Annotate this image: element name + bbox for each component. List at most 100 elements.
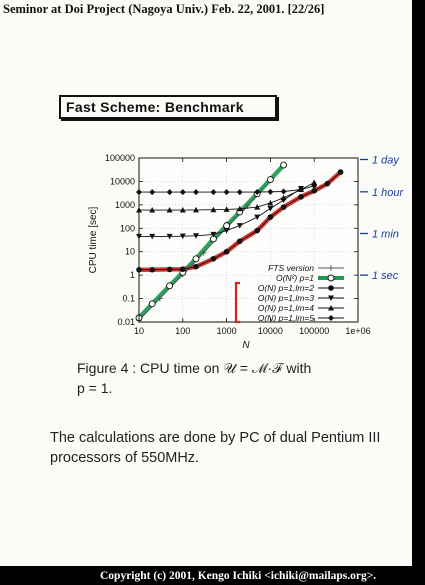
data-point xyxy=(223,222,231,230)
series-6 xyxy=(136,182,318,196)
data-point xyxy=(149,189,156,196)
legend-label: O(N²) p=1 xyxy=(276,273,314,283)
data-point xyxy=(254,204,261,210)
caption-line-1: Figure 4 : CPU time on 𝒰 = ℳ·ℱ with xyxy=(77,360,312,376)
data-point xyxy=(148,300,156,308)
data-point xyxy=(166,207,173,213)
data-point xyxy=(267,205,274,212)
data-point xyxy=(210,206,217,213)
data-point xyxy=(280,204,287,210)
slide-page: Seminor at Doi Project (Nagoya Univ.) Fe… xyxy=(0,0,412,566)
data-point xyxy=(328,265,334,271)
x-tick-label: 1e+06 xyxy=(345,326,370,336)
y-tick-label: 0.1 xyxy=(122,294,135,304)
data-point xyxy=(236,189,243,196)
series-3 xyxy=(136,169,344,273)
data-point xyxy=(223,248,230,255)
data-point xyxy=(266,176,274,184)
y-tick-label: 1000 xyxy=(115,200,135,210)
annotation-label: 1 day xyxy=(372,154,400,166)
legend-label: O(N) p=1,lm=3 xyxy=(258,293,314,303)
data-point xyxy=(166,282,174,290)
data-point xyxy=(210,189,217,196)
data-point xyxy=(328,285,334,291)
data-point xyxy=(149,266,155,273)
data-point xyxy=(328,295,334,301)
y-tick-label: 10 xyxy=(125,247,135,257)
data-point xyxy=(149,233,156,240)
data-point xyxy=(166,189,173,196)
slide-header: Seminor at Doi Project (Nagoya Univ.) Fe… xyxy=(3,2,325,16)
data-point xyxy=(166,233,173,240)
data-point xyxy=(267,200,274,206)
data-point xyxy=(311,179,318,186)
data-point xyxy=(267,214,274,220)
data-point xyxy=(311,182,318,189)
plot-frame xyxy=(138,157,359,323)
slide-title: Fast Scheme: Benchmark xyxy=(59,95,277,119)
x-tick-label: 1000 xyxy=(217,326,237,336)
figure-caption: Figure 4 : CPU time on 𝒰 = ℳ·ℱ with p = … xyxy=(77,358,377,398)
data-point xyxy=(280,161,288,169)
data-point xyxy=(179,233,186,240)
data-point xyxy=(179,189,186,196)
data-point xyxy=(254,188,261,195)
annotation-label: 1 min xyxy=(372,228,399,240)
data-point xyxy=(298,186,305,193)
data-point xyxy=(156,295,163,302)
data-point xyxy=(180,266,186,272)
legend-red-bracket xyxy=(234,281,240,324)
body-text: The calculations are done by PC of dual … xyxy=(50,430,381,466)
y-axis-label: CPU time [sec] xyxy=(88,206,99,273)
data-point xyxy=(192,206,199,213)
data-point xyxy=(166,266,173,273)
y-tick-label: 10000 xyxy=(110,176,135,186)
data-point xyxy=(236,205,243,212)
data-point xyxy=(223,228,230,234)
x-tick-label: 100 xyxy=(175,326,190,336)
annotation-label: 1 sec xyxy=(372,270,399,282)
data-point xyxy=(179,207,186,213)
data-point xyxy=(311,187,318,194)
caption-line-2: p = 1. xyxy=(77,380,113,396)
data-point xyxy=(280,194,287,201)
data-point xyxy=(327,274,335,282)
data-point xyxy=(298,194,304,200)
annotation-label: 1 hour xyxy=(372,187,405,199)
axis-layer: 0.01 0.1 1 10 100 1000 10000 100000 10 100 1000 100… xyxy=(105,153,371,336)
y-tick-label: 1 xyxy=(130,270,135,280)
data-point xyxy=(236,223,243,229)
legend-label: O(N) p=1,lm=4 xyxy=(258,303,314,313)
data-point xyxy=(192,255,200,263)
data-point xyxy=(223,189,230,196)
data-point xyxy=(328,315,334,321)
data-point xyxy=(192,233,199,239)
y-tick-label: 100 xyxy=(120,223,135,233)
benchmark-chart: 0.01 0.1 1 10 100 1000 10000 100000 10 100 1000 100… xyxy=(88,153,405,351)
legend-label: O(N) p=1,lm=5 xyxy=(258,313,314,323)
data-point xyxy=(149,207,156,213)
data-point xyxy=(192,189,199,196)
y-tick-label: 100000 xyxy=(105,153,135,163)
data-point xyxy=(210,231,217,238)
x-tick-label: 100000 xyxy=(299,326,329,336)
data-point xyxy=(223,206,230,212)
x-tick-label: 10000 xyxy=(258,326,283,336)
y-tick-label: 0.01 xyxy=(117,317,135,327)
legend-label: O(N) p=1,lm=2 xyxy=(258,283,314,293)
data-point xyxy=(324,180,331,187)
legend-label: FTS version xyxy=(268,263,314,273)
x-tick-label: 10 xyxy=(134,326,144,336)
data-point xyxy=(254,214,261,221)
annotation-layer: 1 day 1 hour 1 min 1 sec xyxy=(360,154,405,282)
data-point xyxy=(193,263,199,270)
data-point xyxy=(280,188,287,195)
data-point xyxy=(210,255,217,262)
x-axis-label: N xyxy=(242,340,250,351)
series-layer xyxy=(135,161,344,324)
data-point xyxy=(254,227,261,234)
data-point xyxy=(267,188,274,195)
data-point xyxy=(337,169,344,175)
data-point xyxy=(236,238,243,245)
